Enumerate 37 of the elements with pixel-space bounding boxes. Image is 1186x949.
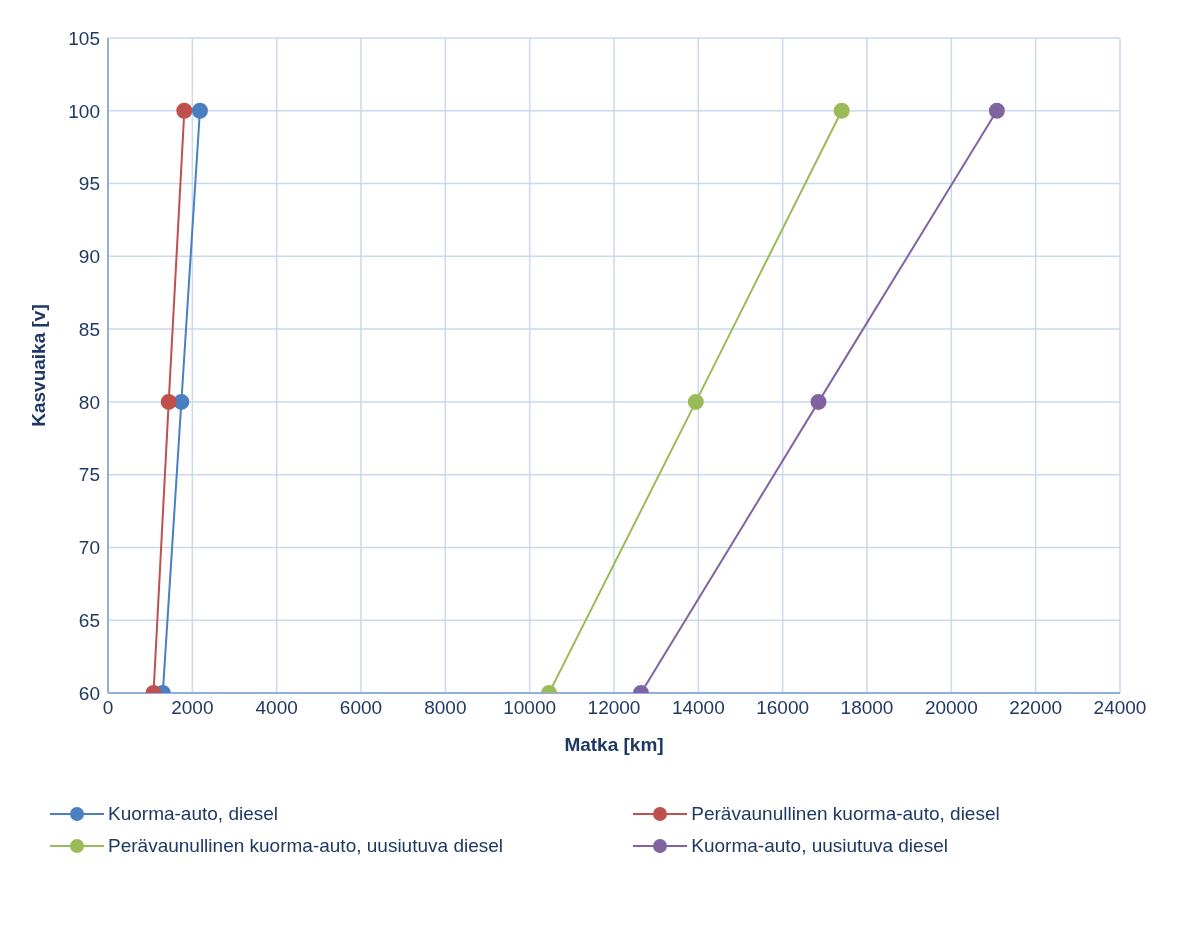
x-tick-label: 24000 <box>1093 697 1147 719</box>
point <box>160 393 177 410</box>
point <box>176 102 193 119</box>
x-tick-label: 8000 <box>424 697 467 719</box>
x-tick-label: 0 <box>102 697 114 719</box>
x-tick-label: 14000 <box>671 697 725 719</box>
y-axis-title: Kasvuaika [v] <box>27 304 49 427</box>
x-tick-label: 18000 <box>840 697 894 719</box>
point <box>833 102 850 119</box>
x-tick-label: 10000 <box>503 697 557 719</box>
y-tick-label: 65 <box>78 609 100 631</box>
point <box>173 393 190 410</box>
y-tick-label: 60 <box>78 682 100 704</box>
legend-label: Kuorma-auto, uusiutuva diesel <box>691 835 948 857</box>
y-tick-label: 105 <box>68 27 100 49</box>
y-tick-label: 75 <box>78 464 100 486</box>
y-tick-label: 85 <box>78 318 100 340</box>
point <box>687 393 704 410</box>
x-tick-label: 20000 <box>924 697 978 719</box>
y-tick-label: 90 <box>78 246 100 268</box>
x-tick-label: 2000 <box>171 697 214 719</box>
y-tick-label: 100 <box>68 100 100 122</box>
y-tick-label: 70 <box>78 537 100 559</box>
point <box>988 102 1005 119</box>
legend-label: Kuorma-auto, diesel <box>108 803 279 825</box>
legend-label: Perävaunullinen kuorma-auto, diesel <box>691 803 1000 825</box>
x-tick-label: 22000 <box>1009 697 1063 719</box>
point <box>810 393 827 410</box>
x-tick-label: 6000 <box>339 697 383 719</box>
x-tick-label: 4000 <box>255 697 298 719</box>
y-tick-label: 95 <box>78 173 100 195</box>
x-tick-label: 12000 <box>587 697 641 719</box>
y-tick-label: 80 <box>78 391 100 413</box>
x-axis-title: Matka [km] <box>564 734 664 755</box>
point <box>191 102 208 119</box>
x-tick-label: 16000 <box>756 697 810 719</box>
legend-label: Perävaunullinen kuorma-auto, uusiutuva diesel <box>108 835 504 857</box>
